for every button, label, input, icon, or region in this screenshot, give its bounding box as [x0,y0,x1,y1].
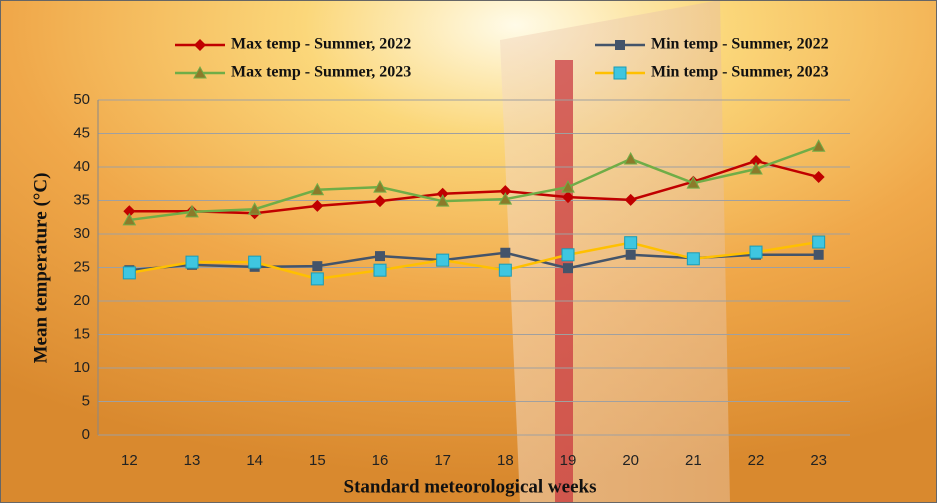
point-marker [686,176,701,189]
point-marker [310,272,324,286]
y-tick-label: 40 [73,158,90,175]
legend-label: Max temp - Summer, 2022 [231,36,411,53]
x-tick-label: 21 [685,452,702,469]
point-marker [812,235,826,249]
point-marker [811,139,826,152]
x-tick-label: 22 [748,452,765,469]
x-tick-label: 16 [372,452,389,469]
point-marker [562,191,574,204]
point-marker [373,180,387,193]
legend-label: Min temp - Summer, 2022 [651,36,829,53]
point-marker [436,253,450,267]
point-marker [122,266,136,280]
point-marker [247,202,262,215]
y-tick-label: 45 [73,124,90,141]
point-marker [373,263,387,277]
y-tick-label: 30 [73,225,90,242]
point-marker [686,252,700,266]
y-tick-label: 25 [73,258,90,275]
x-axis-title: Standard meteorological weeks [344,476,597,497]
point-marker [813,249,824,260]
x-tick-label: 13 [184,452,201,469]
point-marker [624,236,638,250]
point-marker [374,195,386,208]
point-marker [248,255,262,269]
x-tick-label: 14 [246,452,263,469]
x-tick-label: 23 [810,452,827,469]
y-axis-title: Mean temperature (°C) [30,173,51,364]
point-marker [624,193,637,206]
point-marker [185,255,199,269]
y-tick-label: 10 [73,359,90,376]
point-marker [623,151,638,165]
point-marker [498,192,513,205]
point-marker [561,248,575,262]
point-marker [123,205,136,218]
point-marker [193,65,207,79]
point-marker [499,185,512,198]
point-marker [749,161,763,175]
point-marker [613,66,627,80]
point-marker [749,245,763,259]
point-marker [310,182,325,196]
point-marker [436,187,449,200]
point-marker [311,199,324,212]
series-line [129,240,819,281]
point-marker [625,249,636,260]
point-marker [561,180,575,193]
y-tick-label: 20 [73,292,90,309]
y-tick-label: 35 [73,191,90,208]
thermometer-mercury [555,60,573,503]
x-tick-label: 19 [560,452,577,469]
y-tick-label: 15 [73,325,90,342]
series-line [129,159,819,215]
x-tick-label: 20 [622,452,639,469]
y-tick-label: 0 [82,426,90,443]
legend-label: Max temp - Summer, 2023 [231,64,411,81]
point-marker [194,39,206,51]
x-tick-label: 18 [497,452,514,469]
x-tick-label: 15 [309,452,326,469]
x-tick-label: 17 [434,452,451,469]
point-marker [375,251,385,262]
point-marker [812,171,825,184]
point-marker [435,194,450,207]
point-marker [500,247,511,258]
point-marker [122,212,137,226]
series-line [129,145,820,222]
x-tick-label: 12 [121,452,138,469]
y-tick-label: 50 [73,91,90,108]
point-marker [615,40,625,50]
legend-label: Min temp - Summer, 2023 [651,64,829,81]
point-marker [498,263,512,277]
y-tick-label: 5 [82,392,90,409]
point-marker [312,261,323,272]
point-marker [185,204,199,218]
point-marker [750,154,762,167]
point-marker [563,263,573,274]
